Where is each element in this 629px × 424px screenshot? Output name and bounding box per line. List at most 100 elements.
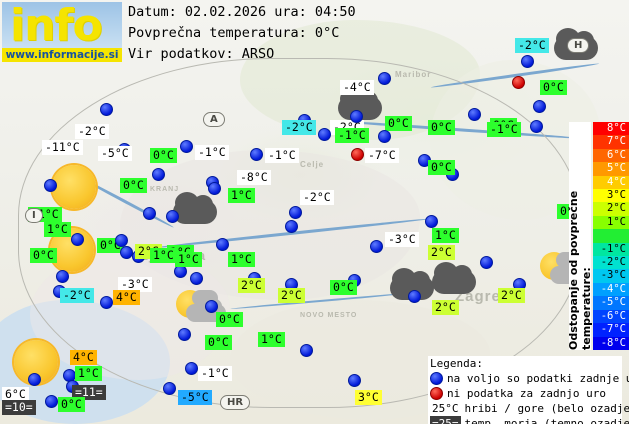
temperature-chip[interactable]: 0°C — [428, 160, 455, 175]
temperature-chip[interactable]: 1°C — [175, 252, 202, 267]
temperature-chip[interactable]: 0°C — [330, 280, 357, 295]
station-dot[interactable] — [190, 272, 203, 285]
station-dot[interactable] — [100, 103, 113, 116]
temperature-chip[interactable]: 0°C — [150, 148, 177, 163]
temperature-chip[interactable]: -5°C — [98, 146, 132, 161]
temperature-chip[interactable]: 1°C — [258, 332, 285, 347]
temperature-chip[interactable]: -11°C — [42, 140, 83, 155]
temperature-chip[interactable]: 2°C — [238, 278, 265, 293]
temperature-chip[interactable]: -2°C — [515, 38, 549, 53]
temperature-chip[interactable]: 1°C — [75, 366, 102, 381]
temperature-chip[interactable]: =10= — [2, 400, 36, 415]
temperature-chip[interactable]: 3°C — [355, 390, 382, 405]
station-dot[interactable] — [468, 108, 481, 121]
station-dot[interactable] — [378, 130, 391, 143]
temperature-chip[interactable]: 6°C — [2, 387, 29, 402]
station-dot[interactable] — [120, 246, 133, 259]
temperature-chip[interactable]: 0°C — [540, 80, 567, 95]
temperature-chip[interactable]: -4°C — [340, 80, 374, 95]
station-dot[interactable] — [530, 120, 543, 133]
station-dot[interactable] — [152, 168, 165, 181]
temperature-chip[interactable]: 2°C — [278, 288, 305, 303]
station-dot[interactable] — [370, 240, 383, 253]
temperature-chip[interactable]: -2°C — [300, 190, 334, 205]
temperature-chip[interactable]: 1°C — [228, 252, 255, 267]
temperature-chip[interactable]: 0°C — [30, 248, 57, 263]
temperature-deviation-scale: Odstopanje od povprečne temperature: 8°C… — [567, 122, 629, 350]
station-dot[interactable] — [408, 290, 421, 303]
scale-row: -3°C — [593, 269, 629, 283]
temperature-chip[interactable]: 2°C — [432, 300, 459, 315]
temperature-chip[interactable]: -2°C — [282, 120, 316, 135]
temperature-chip[interactable]: -1°C — [335, 128, 369, 143]
temperature-chip[interactable]: =11= — [72, 385, 106, 400]
temperature-chip[interactable]: 1°C — [432, 228, 459, 243]
temperature-chip[interactable]: -5°C — [178, 390, 212, 405]
station-dot[interactable] — [163, 382, 176, 395]
station-dot[interactable] — [44, 179, 57, 192]
station-dot[interactable] — [318, 128, 331, 141]
station-dot[interactable] — [348, 374, 361, 387]
station-dot[interactable] — [205, 300, 218, 313]
station-dot[interactable] — [521, 55, 534, 68]
sea-swatch: =25= — [430, 416, 461, 424]
station-dot[interactable] — [28, 373, 41, 386]
temperature-chip[interactable]: -1°C — [198, 366, 232, 381]
legend-row-sea: =25= temp. morja (temno ozadje) — [430, 416, 629, 424]
station-dot[interactable] — [300, 344, 313, 357]
temperature-chip[interactable]: 2°C — [498, 288, 525, 303]
temperature-chip[interactable]: 4°C — [70, 350, 97, 365]
station-dot[interactable] — [533, 100, 546, 113]
place-label: Maribor — [395, 70, 432, 79]
station-dot[interactable] — [289, 206, 302, 219]
station-dot[interactable] — [166, 210, 179, 223]
temperature-chip[interactable]: 0°C — [216, 312, 243, 327]
station-dot[interactable] — [425, 215, 438, 228]
station-dot[interactable] — [350, 110, 363, 123]
scale-row: 5°C — [593, 162, 629, 176]
temperature-chip[interactable]: 4°C — [113, 290, 140, 305]
scale-row: -5°C — [593, 296, 629, 310]
station-dot[interactable] — [250, 148, 263, 161]
temperature-chip[interactable]: -3°C — [385, 232, 419, 247]
station-dot[interactable] — [216, 238, 229, 251]
temperature-chip[interactable]: -3°C — [118, 277, 152, 292]
scale-row: -4°C — [593, 282, 629, 297]
station-dot[interactable] — [285, 220, 298, 233]
temperature-chip[interactable]: 1°C — [150, 248, 177, 263]
temperature-chip[interactable]: 1°C — [228, 188, 255, 203]
scale-row: 3°C — [593, 189, 629, 203]
station-dot[interactable] — [208, 182, 221, 195]
legend-blue-text: na voljo so podatki zadnje ure — [447, 372, 629, 385]
station-dot[interactable] — [378, 72, 391, 85]
temperature-chip[interactable]: -2°C — [75, 124, 109, 139]
station-dot[interactable] — [100, 296, 113, 309]
temperature-chip[interactable]: -8°C — [237, 170, 271, 185]
station-dot[interactable] — [71, 233, 84, 246]
scale-row: -2°C — [593, 256, 629, 270]
site-logo[interactable]: info www.informacije.si — [2, 0, 122, 62]
temperature-chip[interactable]: 1°C — [44, 222, 71, 237]
station-dot[interactable] — [185, 362, 198, 375]
temperature-chip[interactable]: -1°C — [265, 148, 299, 163]
temperature-chip[interactable]: -7°C — [365, 148, 399, 163]
station-dot[interactable] — [480, 256, 493, 269]
station-dot[interactable] — [180, 140, 193, 153]
station-dot[interactable] — [45, 395, 58, 408]
temperature-chip[interactable]: 0°C — [58, 397, 85, 412]
station-dot[interactable] — [178, 328, 191, 341]
temperature-chip[interactable]: -1°C — [487, 122, 521, 137]
temperature-chip[interactable]: 0°C — [428, 120, 455, 135]
temperature-chip[interactable]: 0°C — [205, 335, 232, 350]
station-dot-no-data[interactable] — [351, 148, 364, 161]
temperature-chip[interactable]: 0°C — [120, 178, 147, 193]
station-dot[interactable] — [56, 270, 69, 283]
station-dot-no-data[interactable] — [512, 76, 525, 89]
legend-red-text: ni podatka za zadnjo uro — [447, 387, 606, 400]
temperature-chip[interactable]: -2°C — [60, 288, 94, 303]
temperature-chip[interactable]: -1°C — [195, 145, 229, 160]
temperature-chip[interactable]: 2°C — [428, 245, 455, 260]
temperature-chip[interactable]: 0°C — [385, 116, 412, 131]
station-dot[interactable] — [143, 207, 156, 220]
